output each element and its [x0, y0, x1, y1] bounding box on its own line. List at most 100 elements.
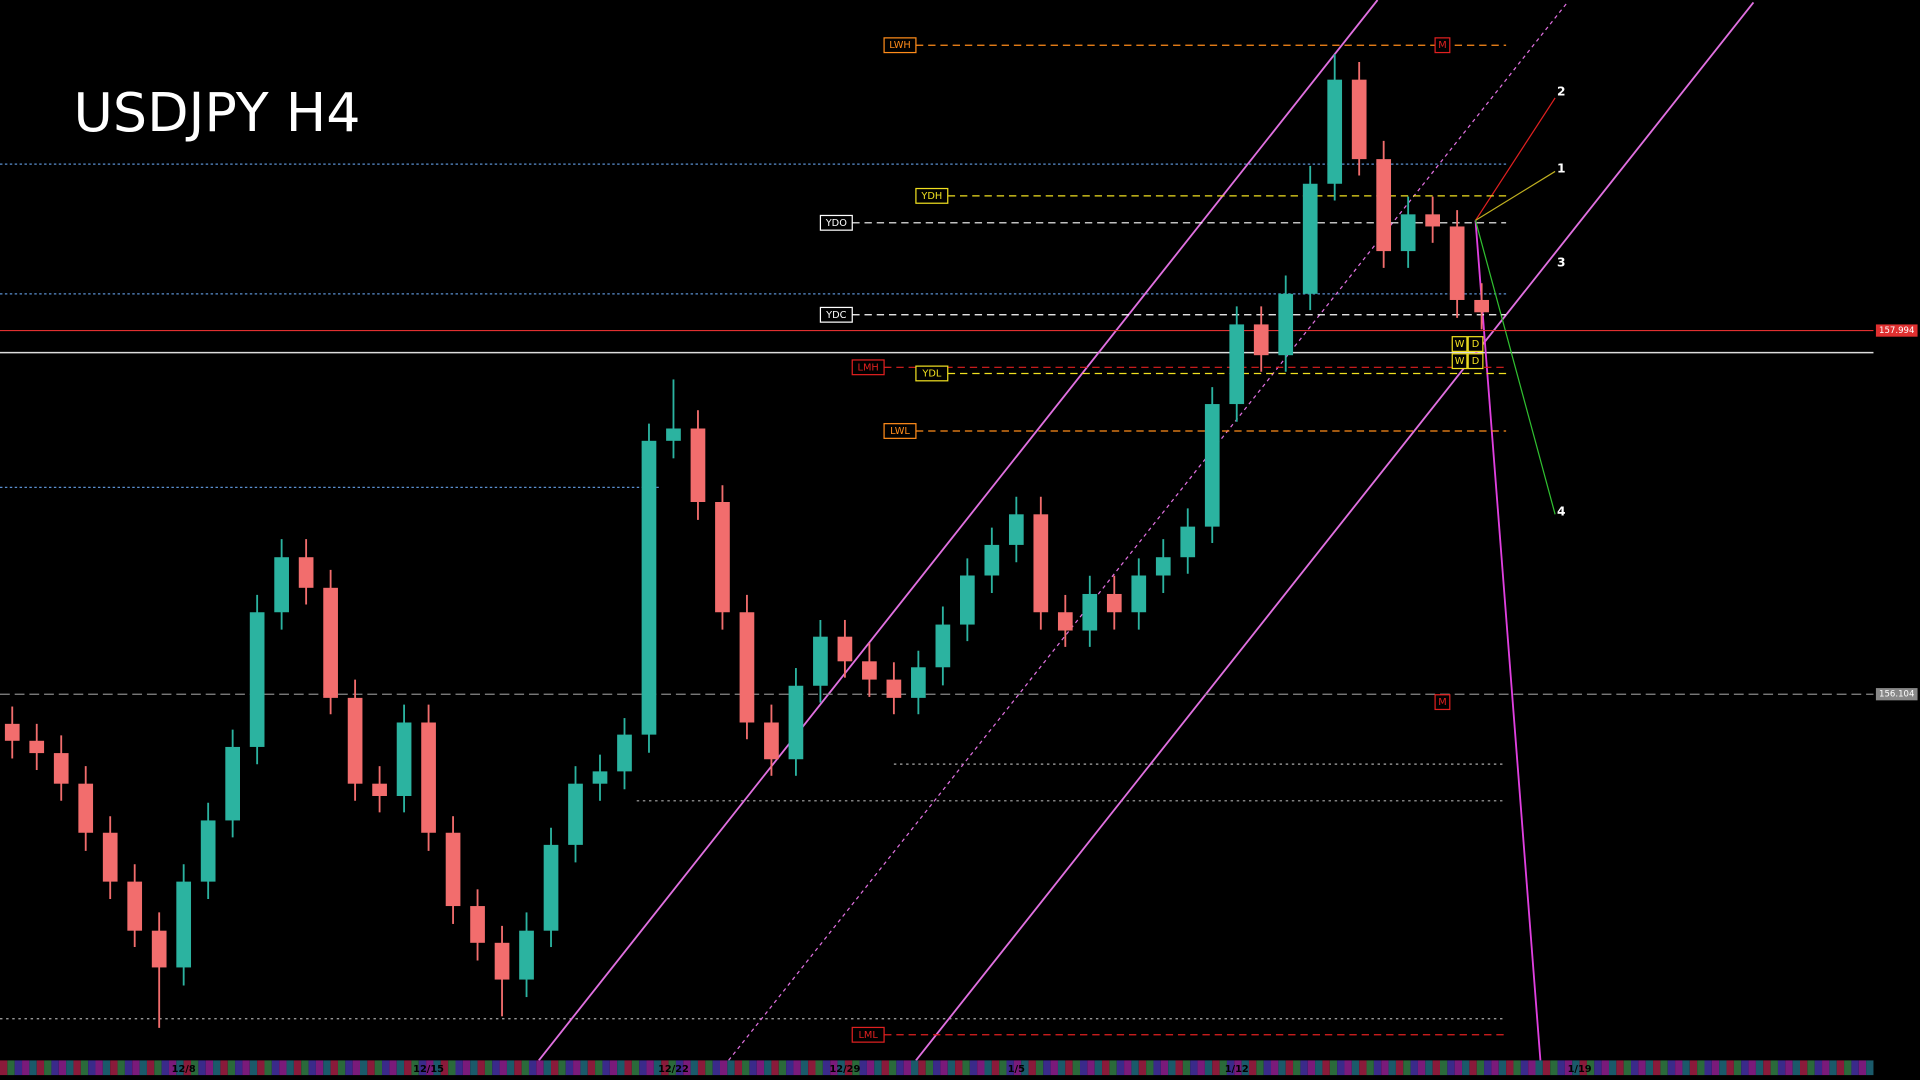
time-strip	[1704, 1060, 1712, 1076]
time-strip	[565, 1060, 574, 1076]
time-strip	[1212, 1060, 1220, 1076]
time-strip	[220, 1060, 228, 1076]
time-strip	[521, 1060, 529, 1076]
time-strip	[1373, 1060, 1382, 1076]
time-strip	[242, 1060, 250, 1076]
time-strip	[337, 1060, 346, 1076]
time-strip	[1182, 1060, 1191, 1076]
time-strip	[999, 1060, 1007, 1076]
time-strip	[1425, 1060, 1433, 1076]
candle-body	[568, 783, 583, 845]
time-strip	[1278, 1060, 1286, 1076]
time-strip	[1080, 1060, 1088, 1076]
time-strip	[80, 1060, 89, 1076]
marker-box	[1451, 336, 1468, 352]
time-strip	[1447, 1060, 1455, 1076]
time-strip	[1315, 1060, 1323, 1076]
time-strip	[528, 1060, 537, 1076]
marker-box	[1434, 37, 1451, 54]
time-strip	[213, 1060, 221, 1076]
level-label-box	[915, 187, 949, 204]
level-label-box	[819, 214, 853, 231]
time-strip	[286, 1060, 294, 1076]
time-strip	[110, 1060, 118, 1076]
time-strip	[1043, 1060, 1051, 1076]
time-strip	[271, 1060, 280, 1076]
time-strip	[1322, 1060, 1330, 1076]
time-strip	[426, 1060, 434, 1076]
time-strip	[1844, 1060, 1852, 1076]
candle-body	[1033, 514, 1049, 613]
candle-body	[78, 783, 94, 833]
time-strip	[852, 1060, 860, 1076]
wave-path	[1474, 220, 1556, 515]
time-strip	[1440, 1060, 1448, 1076]
time-strip	[749, 1060, 757, 1076]
time-strip	[1748, 1060, 1756, 1076]
time-strip	[947, 1060, 956, 1076]
price-label: 156.104	[1879, 690, 1914, 700]
candle-body	[519, 930, 534, 980]
time-strip	[1219, 1060, 1227, 1076]
time-strip	[712, 1060, 720, 1076]
plot-area: 12/8 12/15 12/22 12/29 1/5 1/12 1/19 157.994 156…	[0, 37, 1918, 1076]
time-strip	[154, 1060, 162, 1076]
time-strip	[227, 1060, 236, 1076]
time-strip	[1469, 1060, 1477, 1076]
time-strip	[1388, 1060, 1396, 1076]
time-strip	[1344, 1060, 1352, 1076]
time-strip	[477, 1060, 485, 1076]
time-strip	[1557, 1060, 1565, 1076]
time-strip	[1506, 1060, 1514, 1076]
time-strip	[720, 1060, 728, 1076]
time-strip	[830, 1060, 838, 1076]
time-strip	[1087, 1060, 1095, 1076]
wave-label: 4	[1557, 504, 1566, 518]
time-strip	[705, 1060, 713, 1076]
time-strip	[1572, 1060, 1580, 1076]
candle-body	[1204, 404, 1220, 527]
time-strip	[1645, 1060, 1654, 1076]
price-label: 157.994	[1879, 326, 1914, 336]
time-strip	[1168, 1060, 1176, 1076]
time-strip	[653, 1060, 662, 1076]
time-strip	[1800, 1060, 1808, 1076]
time-strip	[73, 1060, 81, 1076]
time-strip	[411, 1060, 419, 1076]
time-strip	[95, 1060, 103, 1076]
time-strip	[58, 1060, 67, 1076]
time-strip	[139, 1060, 147, 1076]
time-strip	[1866, 1060, 1874, 1076]
level-label-box	[883, 423, 917, 439]
time-strip	[374, 1060, 383, 1076]
time-strip	[1528, 1060, 1536, 1076]
candle-body	[1008, 514, 1024, 545]
time-strip	[962, 1060, 970, 1076]
time-strip	[257, 1060, 265, 1076]
marker-label: M	[1438, 40, 1446, 51]
time-strip	[1755, 1060, 1764, 1076]
candle-body	[323, 587, 338, 698]
time-strip	[1381, 1060, 1389, 1076]
level-label: YDC	[825, 310, 847, 321]
time-strip	[918, 1060, 926, 1076]
candle-body	[886, 679, 902, 698]
projection-line	[1474, 220, 1542, 1061]
level-label: LWH	[889, 40, 911, 51]
candle-body	[1180, 526, 1196, 558]
time-strip	[1858, 1060, 1867, 1076]
time-strip	[1454, 1060, 1463, 1076]
candle-body	[225, 746, 240, 821]
time-strip	[418, 1060, 427, 1076]
time-strip	[800, 1060, 809, 1076]
time-strip	[293, 1060, 302, 1076]
time-strip	[1021, 1060, 1029, 1076]
time-strip	[1329, 1060, 1338, 1076]
time-strip	[587, 1060, 596, 1076]
time-strip	[7, 1060, 15, 1076]
time-strip	[1307, 1060, 1316, 1076]
time-strip	[977, 1060, 985, 1076]
time-strip	[1513, 1060, 1521, 1076]
time-strip	[1631, 1060, 1639, 1076]
